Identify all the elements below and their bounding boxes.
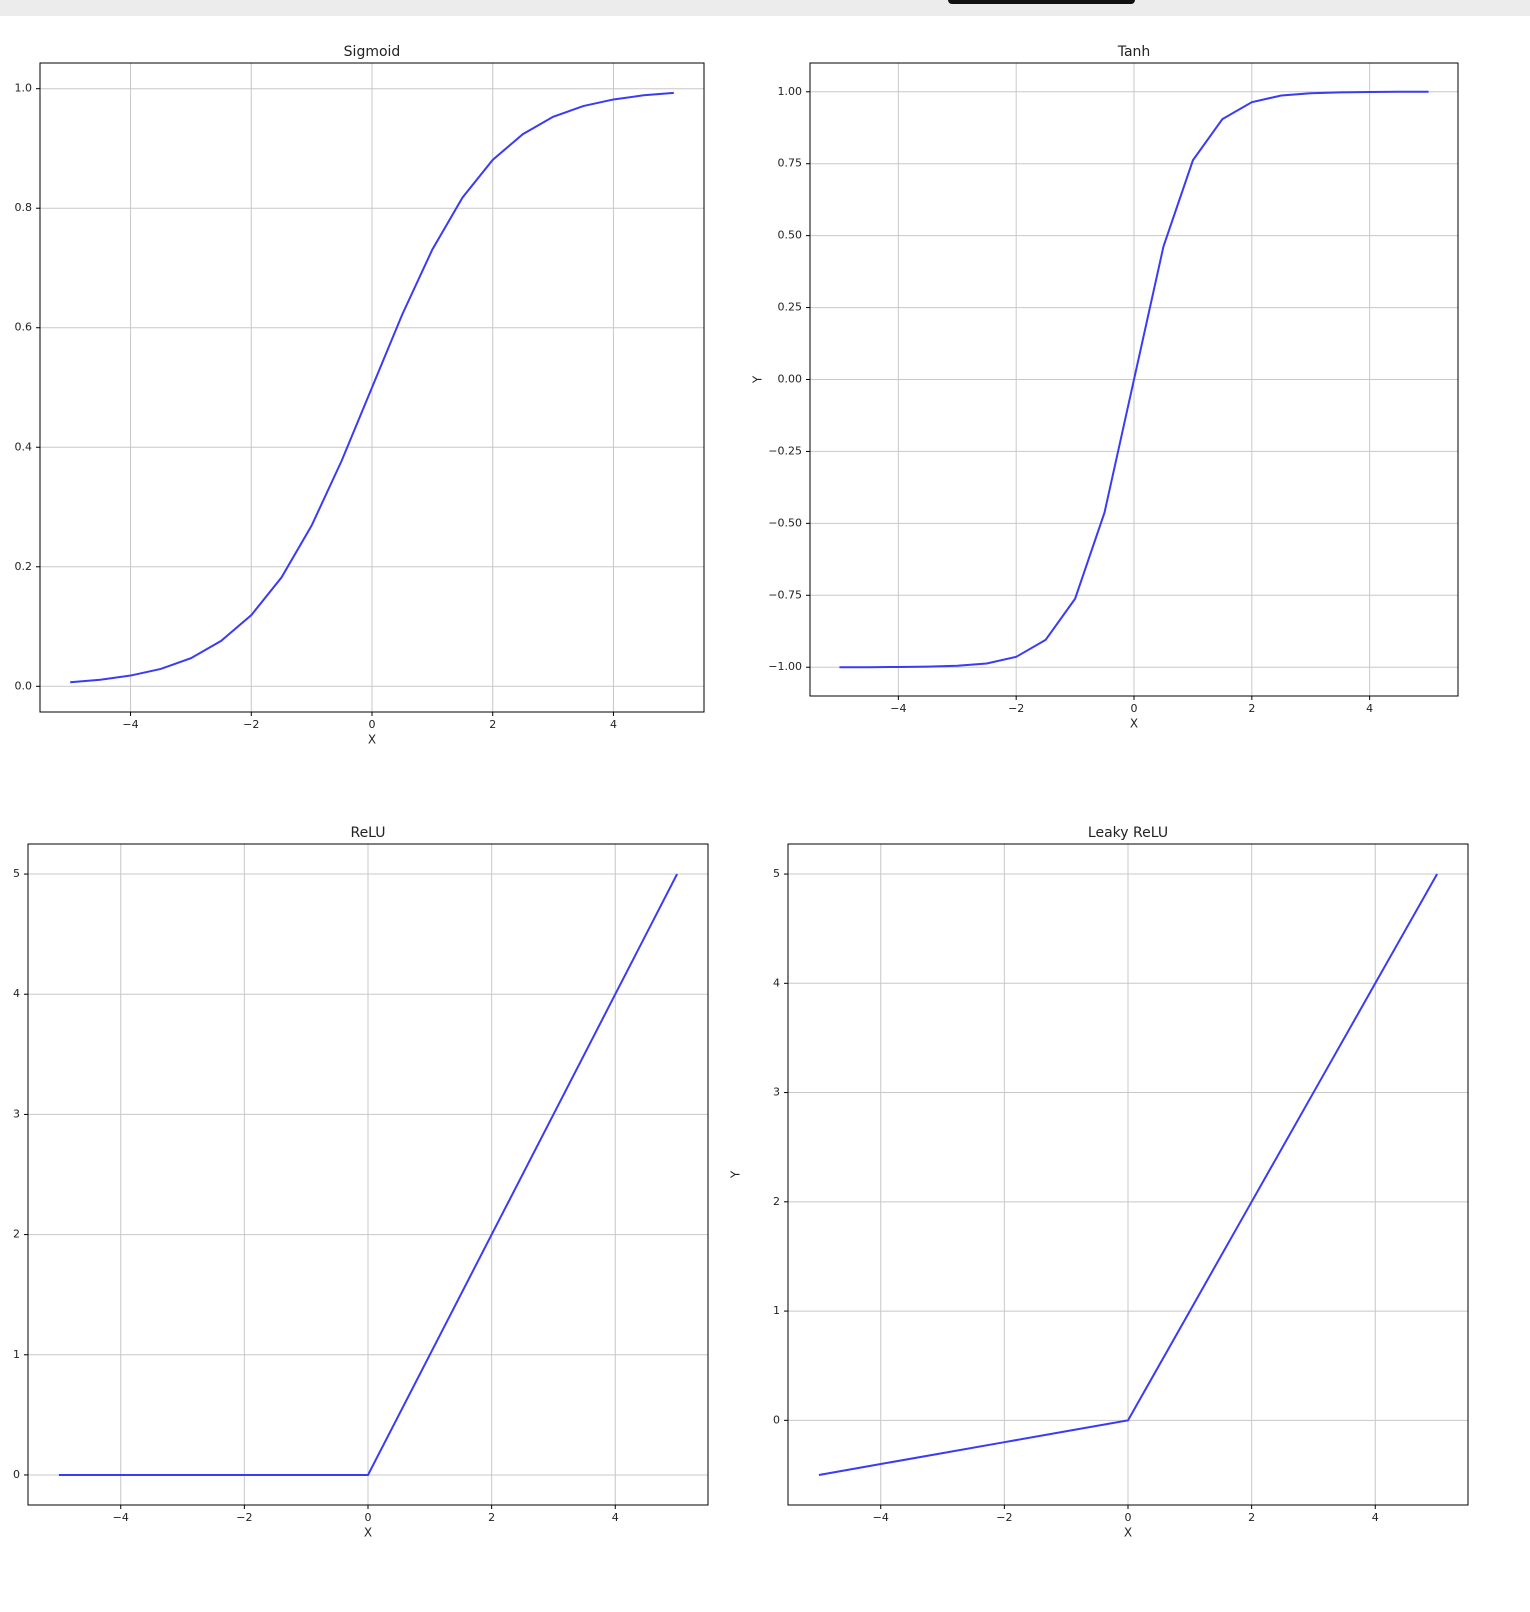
- x-tick-label: −2: [236, 1511, 252, 1524]
- y-tick-label: −0.75: [768, 588, 802, 601]
- y-tick-label: 0.50: [778, 229, 803, 242]
- y-tick-label: −0.50: [768, 516, 802, 529]
- x-tick-label: 0: [369, 718, 376, 731]
- plot-frame: [27, 843, 709, 1506]
- x-tick-label: 2: [1248, 1511, 1255, 1524]
- y-tick-label: 0.8: [15, 201, 33, 214]
- x-tick-label: −4: [122, 718, 138, 731]
- x-tick-label: 2: [1248, 702, 1255, 715]
- top-bar: [0, 0, 1530, 16]
- line: [839, 90, 1429, 669]
- y-tick-label: 0: [773, 1413, 780, 1426]
- y-tick-label: 3: [773, 1086, 780, 1099]
- y-tick-label: 0.75: [778, 157, 803, 170]
- x-tick-label: −2: [996, 1511, 1012, 1524]
- x-axis-label: X: [368, 733, 376, 747]
- line: [58, 873, 678, 1476]
- plot-frame: [39, 62, 705, 713]
- chart-title: Leaky ReLU: [1088, 825, 1168, 841]
- x-axis-label: X: [1130, 717, 1138, 731]
- x-tick-label: −4: [113, 1511, 129, 1524]
- y-tick-label: 0.0: [15, 679, 33, 692]
- chart-title: Tanh: [1117, 44, 1151, 60]
- x-tick-label: −4: [890, 702, 906, 715]
- plot-frame: [809, 62, 1459, 697]
- y-tick-label: 1.0: [15, 82, 33, 95]
- x-tick-label: 4: [1366, 702, 1373, 715]
- y-axis-label: Y: [729, 1170, 743, 1179]
- line: [70, 91, 674, 684]
- y-tick-label: 1: [13, 1348, 20, 1361]
- y-tick-label: 2: [773, 1195, 780, 1208]
- chart-title: Sigmoid: [344, 44, 401, 60]
- y-tick-label: 3: [13, 1107, 20, 1120]
- y-tick-label: 0.00: [778, 373, 803, 386]
- x-tick-label: 2: [488, 1511, 495, 1524]
- y-tick-label: 5: [13, 867, 20, 880]
- y-tick-label: 4: [773, 976, 780, 989]
- y-tick-label: 0.2: [15, 560, 33, 573]
- x-tick-label: 4: [610, 718, 617, 731]
- y-tick-label: −1.00: [768, 660, 802, 673]
- x-axis-label: X: [364, 1526, 372, 1540]
- x-tick-label: −2: [1008, 702, 1024, 715]
- y-tick-label: −0.25: [768, 444, 802, 457]
- y-tick-label: 2: [13, 1228, 20, 1241]
- plot-frame: [787, 843, 1469, 1506]
- x-tick-label: 2: [489, 718, 496, 731]
- y-tick-label: 0.6: [15, 321, 33, 334]
- y-axis-label: Y: [751, 375, 765, 384]
- x-tick-label: 0: [365, 1511, 372, 1524]
- x-tick-label: 4: [612, 1511, 619, 1524]
- y-tick-label: 0.25: [778, 301, 803, 314]
- x-tick-label: 0: [1125, 1511, 1132, 1524]
- x-tick-label: 0: [1131, 702, 1138, 715]
- toolbar-pill: [948, 0, 1135, 4]
- y-tick-label: 1: [773, 1304, 780, 1317]
- y-tick-label: 0: [13, 1468, 20, 1481]
- x-tick-label: −4: [873, 1511, 889, 1524]
- line: [818, 873, 1438, 1476]
- x-tick-label: −2: [243, 718, 259, 731]
- x-tick-label: 4: [1372, 1511, 1379, 1524]
- y-tick-label: 5: [773, 867, 780, 880]
- x-axis-label: X: [1124, 1526, 1132, 1540]
- y-tick-label: 0.4: [15, 440, 33, 453]
- y-tick-label: 1.00: [778, 85, 803, 98]
- chart-title: ReLU: [350, 825, 385, 841]
- y-tick-label: 4: [13, 987, 20, 1000]
